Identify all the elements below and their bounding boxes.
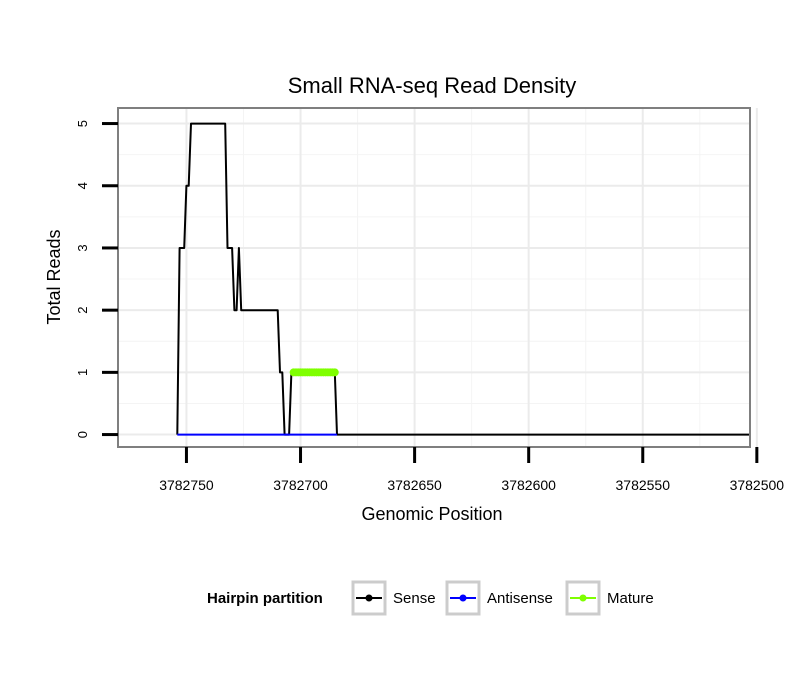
data-point-mature [330,368,339,377]
legend-label-antisense: Antisense [487,590,553,607]
y-tick-label: 0 [75,431,90,438]
legend-item-sense: Sense [351,580,436,616]
x-axis-title: Genomic Position [361,504,502,524]
axes: 3782750 3782700 3782650 3782600 3782550 37825… [75,120,784,493]
y-tick-label: 2 [75,307,90,314]
y-tick-label: 3 [75,244,90,251]
legend-key-point [459,594,467,602]
x-tick-label: 3782650 [387,477,442,493]
x-tick-label: 3782550 [616,477,671,493]
chart-title: Small RNA-seq Read Density [288,73,577,98]
x-tick-label: 3782500 [730,477,785,493]
x-tick-label: 3782750 [159,477,214,493]
legend: Hairpin partition Sense Antisense Mature [207,580,654,616]
legend-item-mature: Mature [565,580,654,616]
plot-border [117,107,751,448]
legend-label-mature: Mature [607,590,654,607]
x-tick-label: 3782700 [273,477,328,493]
legend-label-sense: Sense [393,590,436,607]
x-tick-label: 3782600 [501,477,556,493]
y-tick-label: 4 [75,182,90,189]
y-axis-title: Total Reads [44,229,64,324]
legend-item-antisense: Antisense [445,580,553,616]
y-tick-label: 1 [75,369,90,376]
legend-key-point [365,594,373,602]
legend-title: Hairpin partition [207,590,323,607]
y-tick-label: 5 [75,120,90,127]
legend-key-point [579,594,587,602]
plot-panel [118,108,750,447]
series-layer [176,122,750,436]
